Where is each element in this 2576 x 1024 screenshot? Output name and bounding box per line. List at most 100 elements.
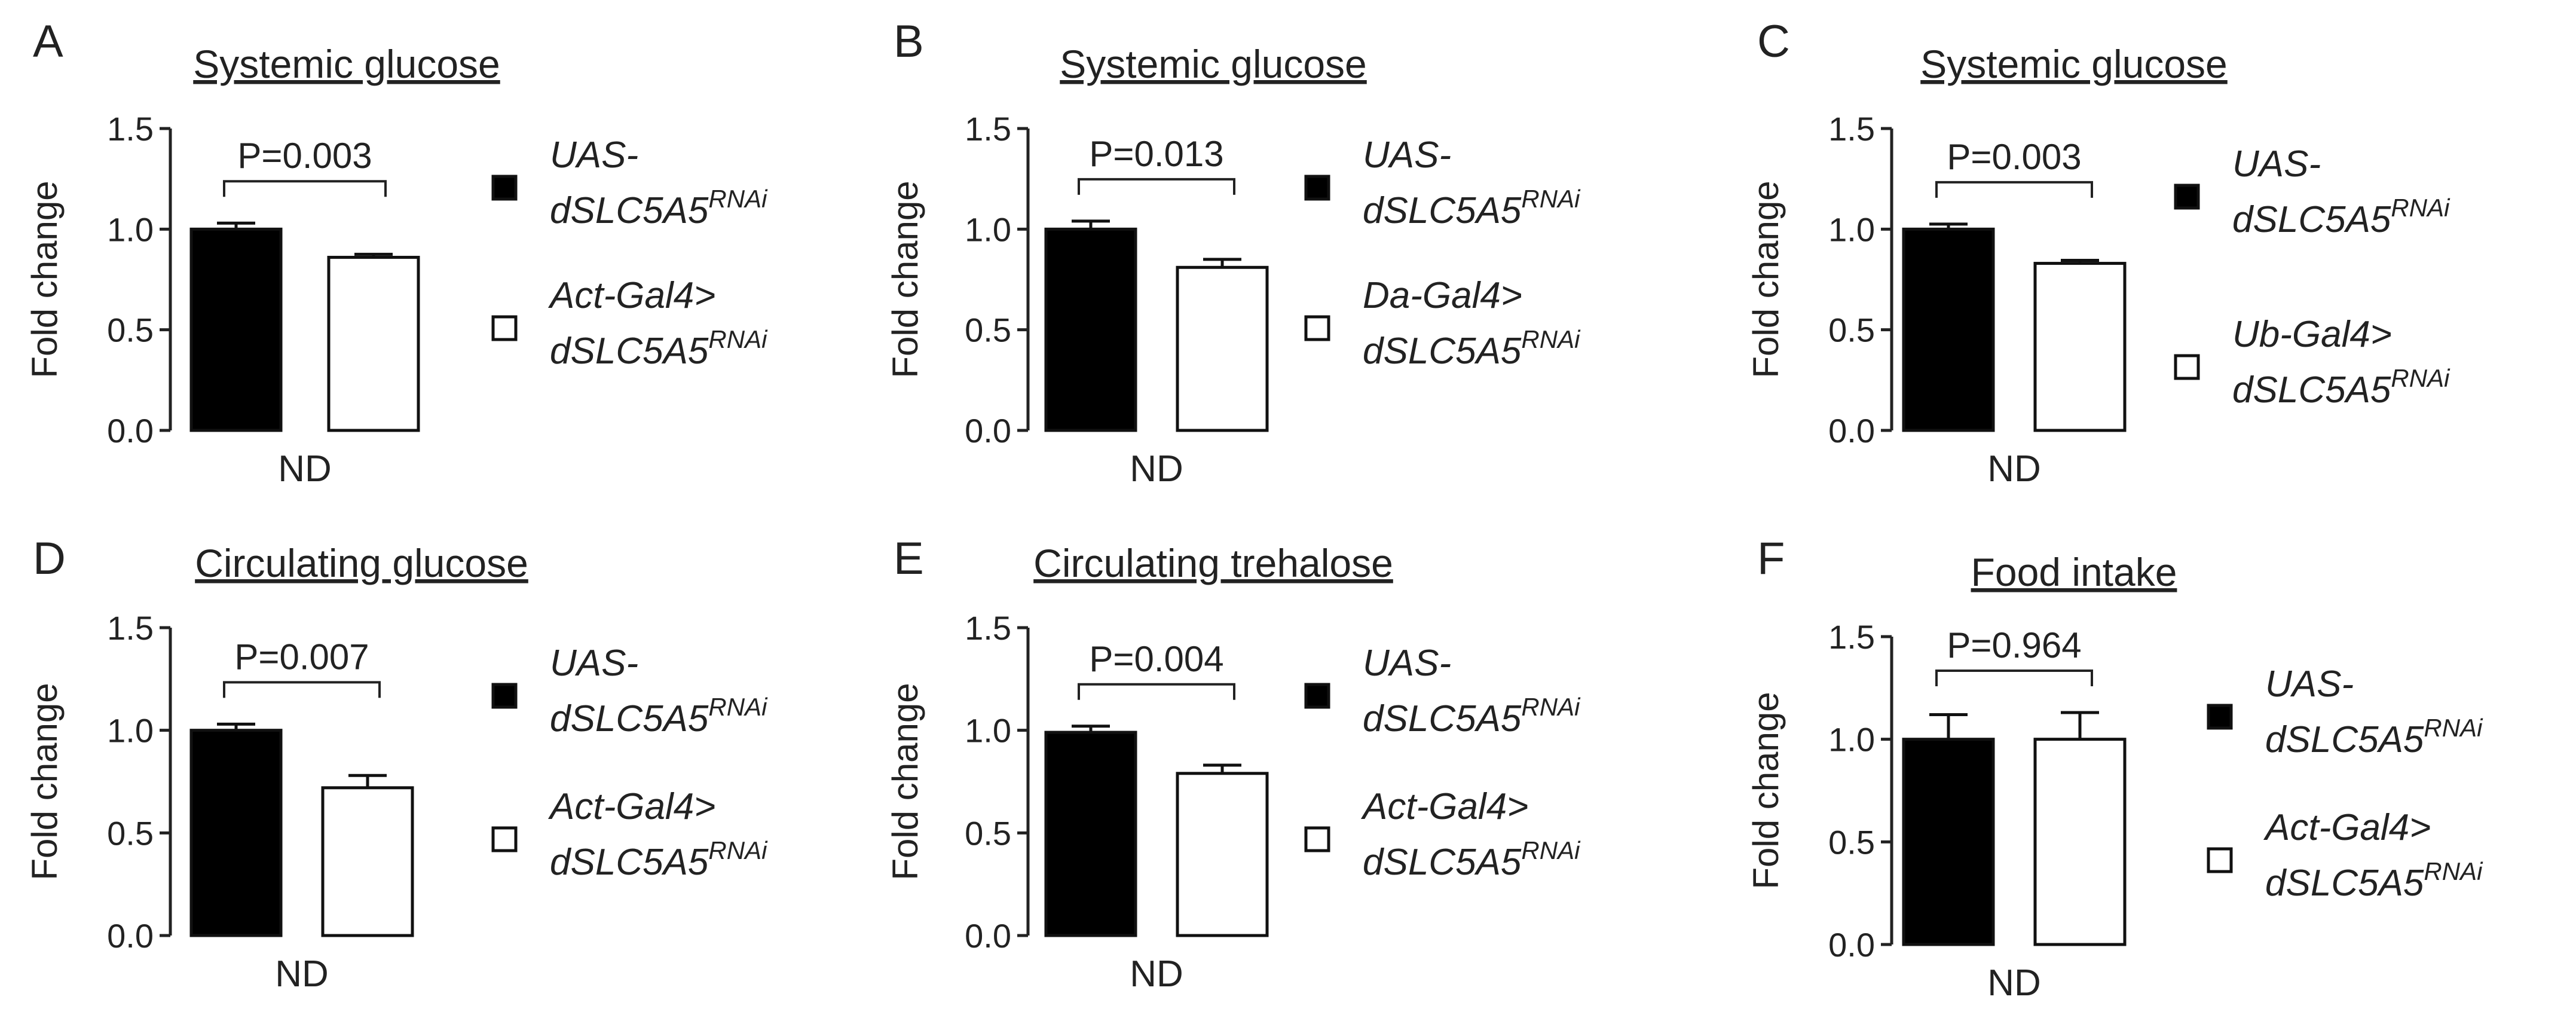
significance-bracket xyxy=(1935,670,2093,687)
legend-label-line1: Act-Gal4> xyxy=(2263,807,2431,848)
x-tick-label: ND xyxy=(1130,953,1183,995)
y-tick-label: 0.5 xyxy=(1828,823,1875,861)
legend-label-line1: UAS- xyxy=(1363,135,1451,176)
y-tick-label: 1.0 xyxy=(107,210,154,248)
legend-gene: dSLC5A5 xyxy=(550,698,709,739)
chart-title: Circulating glucose xyxy=(195,541,528,585)
legend-label-line1: UAS- xyxy=(550,135,638,176)
bar xyxy=(321,786,414,937)
bar xyxy=(189,227,283,432)
y-tick-label: 1.0 xyxy=(107,712,154,750)
y-tick-label: 1.5 xyxy=(965,110,1011,148)
y-tick-label: 1.0 xyxy=(965,210,1011,248)
legend-swatch xyxy=(1304,683,1330,709)
legend-label-line1: UAS- xyxy=(2232,143,2321,185)
chart-title: Food intake xyxy=(1971,550,2177,594)
x-tick-label: ND xyxy=(278,448,332,490)
y-axis-label: Fold change xyxy=(1746,692,1786,889)
p-value-label: P=0.013 xyxy=(1089,134,1223,174)
panel-d: D Circulating glucose 0.0 0.5 1.0 1.5 Fold cha… xyxy=(25,533,768,995)
significance-bracket xyxy=(1078,178,1235,195)
legend-label-line2: dSLC5A5RNAi xyxy=(550,836,768,883)
legend-gene: dSLC5A5 xyxy=(1363,698,1522,739)
panel-letter: A xyxy=(33,16,63,67)
legend-entry: UAS-dSLC5A5RNAi xyxy=(1304,135,1581,231)
panel-letter: F xyxy=(1757,533,1785,584)
legend-superscript: RNAi xyxy=(2424,857,2483,885)
legend-swatch xyxy=(2207,704,2233,730)
legend-label-line1: Ub-Gal4> xyxy=(2232,314,2392,355)
legend-label-line2: dSLC5A5RNAi xyxy=(1363,185,1581,231)
y-tick-label: 0.0 xyxy=(107,412,154,450)
legend-superscript: RNAi xyxy=(2424,714,2483,742)
legend-superscript: RNAi xyxy=(708,185,768,213)
legend-swatch xyxy=(491,683,518,709)
legend-gene: dSLC5A5 xyxy=(2265,863,2424,904)
legend-label-line2: dSLC5A5RNAi xyxy=(550,693,768,739)
legend-superscript: RNAi xyxy=(1521,836,1581,864)
y-tick-label: 0.0 xyxy=(107,917,154,955)
legend-gene: dSLC5A5 xyxy=(550,331,709,372)
legend-label-line2: dSLC5A5RNAi xyxy=(550,185,768,231)
legend-label-line2: dSLC5A5RNAi xyxy=(2232,194,2450,240)
y-tick-label: 0.0 xyxy=(965,412,1011,450)
legend-label-line2: dSLC5A5RNAi xyxy=(1363,693,1581,739)
legend-label-line1: Act-Gal4> xyxy=(547,275,715,316)
legend-label-line1: Act-Gal4> xyxy=(1360,786,1528,827)
legend-swatch xyxy=(2207,847,2233,873)
bar xyxy=(1902,227,1995,432)
y-tick-label: 0.5 xyxy=(107,311,154,349)
legend-label-line1: UAS- xyxy=(550,643,638,684)
legend-swatch xyxy=(1304,315,1330,341)
legend-label-line2: dSLC5A5RNAi xyxy=(550,325,768,372)
y-axis-label: Fold change xyxy=(25,181,65,378)
y-tick-label: 0.0 xyxy=(965,917,1011,955)
legend-swatch xyxy=(1304,175,1330,201)
significance-bracket xyxy=(223,180,387,197)
bar xyxy=(1044,227,1137,432)
legend-superscript: RNAi xyxy=(1521,693,1581,721)
panel-letter: B xyxy=(894,16,924,67)
legend-entry: UAS-dSLC5A5RNAi xyxy=(2207,664,2483,760)
y-tick-label: 1.0 xyxy=(965,712,1011,750)
y-tick-label: 1.0 xyxy=(1828,210,1875,248)
p-value-label: P=0.007 xyxy=(234,637,369,677)
panel-e: E Circulating trehalose 0.0 0.5 1.0 1.5 Fold c… xyxy=(885,533,1581,995)
p-value-label: P=0.964 xyxy=(1947,625,2081,665)
y-axis-label: Fold change xyxy=(1746,181,1786,378)
legend-entry: UAS-dSLC5A5RNAi xyxy=(491,135,768,231)
panel-b: B Systemic glucose 0.0 0.5 1.0 1.5 Fold change… xyxy=(885,16,1581,490)
legend-swatch xyxy=(1304,826,1330,852)
legend-label-line2: dSLC5A5RNAi xyxy=(2265,714,2483,760)
panel-f: F Food intake 0.0 0.5 1.0 1.5 Fold change ND P=0… xyxy=(1746,533,2483,1004)
chart-title: Systemic glucose xyxy=(1060,42,1367,86)
x-tick-label: ND xyxy=(1130,448,1183,490)
significance-bracket xyxy=(223,681,381,698)
panel-letter: E xyxy=(894,533,924,584)
legend-superscript: RNAi xyxy=(2391,364,2450,392)
legend-label-line2: dSLC5A5RNAi xyxy=(1363,325,1581,372)
bar xyxy=(1176,772,1269,937)
chart-title: Systemic glucose xyxy=(193,42,500,86)
legend-entry: UAS-dSLC5A5RNAi xyxy=(1304,643,1581,739)
y-tick-label: 1.5 xyxy=(1828,110,1875,148)
legend-gene: dSLC5A5 xyxy=(550,842,709,883)
x-tick-label: ND xyxy=(1987,962,2041,1004)
y-axis-label: Fold change xyxy=(885,181,925,378)
legend-gene: dSLC5A5 xyxy=(1363,331,1522,372)
y-tick-label: 0.0 xyxy=(1828,926,1875,964)
p-value-label: P=0.003 xyxy=(237,136,372,176)
y-tick-label: 1.5 xyxy=(107,609,154,647)
legend-label-line2: dSLC5A5RNAi xyxy=(1363,836,1581,883)
legend-gene: dSLC5A5 xyxy=(1363,842,1522,883)
legend-swatch xyxy=(491,315,518,341)
legend-entry: Da-Gal4> dSLC5A5RNAi xyxy=(1304,275,1581,372)
bar xyxy=(1176,265,1269,432)
y-axis-label: Fold change xyxy=(25,683,65,880)
legend-superscript: RNAi xyxy=(2391,194,2450,222)
legend-label-line1: UAS- xyxy=(1363,643,1451,684)
bar xyxy=(189,729,283,937)
y-tick-label: 1.5 xyxy=(1828,618,1875,656)
legend-label-line2: dSLC5A5RNAi xyxy=(2232,364,2450,411)
